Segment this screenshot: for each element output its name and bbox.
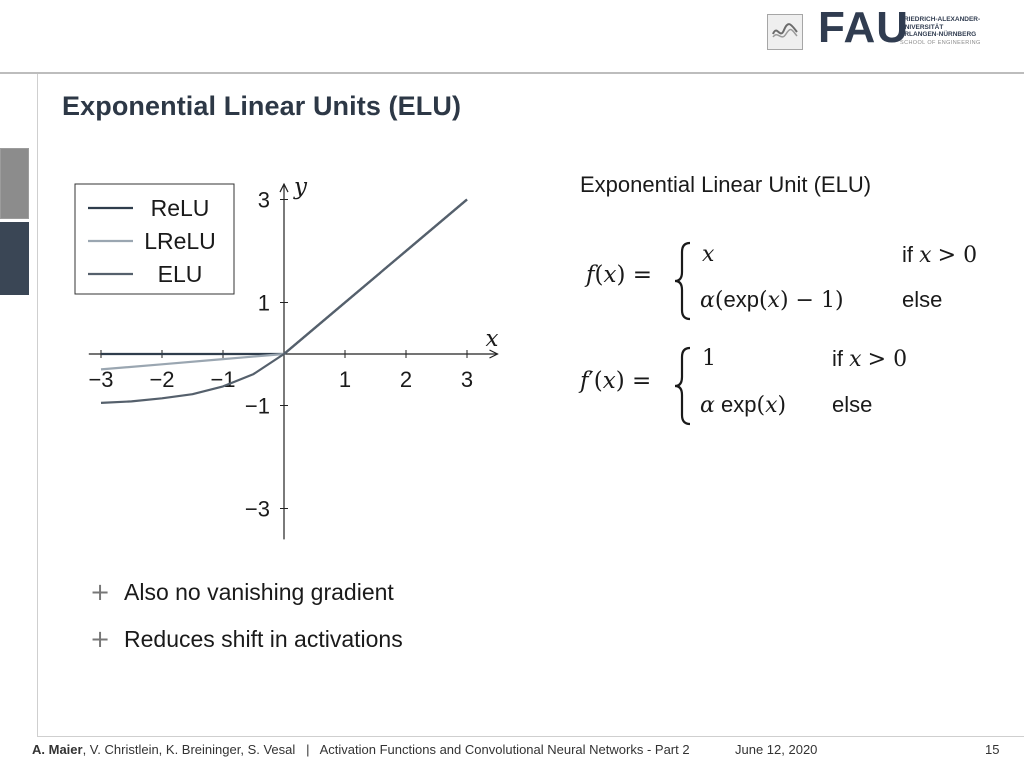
x-tick-label: −2 xyxy=(149,367,174,392)
formula-fprime-exp-arg: x xyxy=(765,393,778,418)
y-tick-label: 1 xyxy=(258,291,270,316)
formula-f-case2-value: α(exp(x) − 1) xyxy=(700,287,844,313)
y-axis-label: y xyxy=(293,174,308,200)
frame-bottom-border xyxy=(37,736,1024,737)
legend-label-elu: ELU xyxy=(158,261,203,287)
formula-f-minus-one: − 1 xyxy=(795,288,835,313)
wave-icon xyxy=(772,23,798,38)
formula-f-arg: x xyxy=(603,262,617,288)
x-tick-label: 2 xyxy=(400,367,412,392)
formula-fprime-case1-cond: if x > 0 xyxy=(832,346,907,372)
x-tick-label: 3 xyxy=(461,367,473,392)
side-tab-lower xyxy=(0,222,29,295)
footer-credits: A. Maier, V. Christlein, K. Breininger, … xyxy=(32,742,690,757)
formula-fprime-case2-value: α exp(x) xyxy=(700,392,787,418)
y-tick-label: −3 xyxy=(245,497,270,522)
footer-separator: | xyxy=(306,742,310,757)
x-tick-label: 1 xyxy=(339,367,351,392)
formula-fprime-arg: x xyxy=(602,368,616,394)
formula-fprime-brace xyxy=(674,346,691,426)
formula-f-brace xyxy=(674,241,691,321)
university-line-3: ERLANGEN-NÜRNBERG xyxy=(900,31,977,38)
side-tab-upper xyxy=(0,148,29,219)
bullet-plus-icon: + xyxy=(90,578,111,606)
slide-title: Exponential Linear Units (ELU) xyxy=(62,91,462,121)
y-tick-label: −1 xyxy=(245,394,270,419)
bullet-item: Also no vanishing gradient xyxy=(124,579,394,605)
university-name: FRIEDRICH-ALEXANDER- UNIVERSITÄT ERLANGE… xyxy=(900,16,980,39)
legend-label-lrelu: LReLU xyxy=(144,228,216,254)
formula-f-exp-arg: x xyxy=(767,288,780,313)
elu-heading: Exponential Linear Unit (ELU) xyxy=(580,172,872,197)
formula-f-if: if xyxy=(902,242,913,267)
bullet-item: Reduces shift in activations xyxy=(124,626,403,652)
formula-fprime-exp: exp xyxy=(720,392,757,417)
formula-f-name: f xyxy=(586,262,595,288)
x-axis-arrow xyxy=(489,349,499,359)
bullet-plus-icon: + xyxy=(90,625,111,653)
series-line-elu xyxy=(100,198,468,404)
institute-logo-icon xyxy=(767,14,803,50)
frame-left-border xyxy=(37,74,38,736)
formula-f-case1-value: x xyxy=(702,242,715,267)
legend-box xyxy=(74,183,235,295)
formula-fprime-cond-var: x xyxy=(849,347,862,372)
x-tick-label: −3 xyxy=(88,367,113,392)
formula-fprime-lhs: f′(x) = xyxy=(580,368,652,394)
footer-page-number: 15 xyxy=(985,742,1000,757)
footer-lecture-title: Activation Functions and Convolutional N… xyxy=(319,742,690,757)
fau-logo: FAU xyxy=(818,3,909,52)
y-tick-label: 3 xyxy=(258,188,270,213)
x-axis-label: x xyxy=(486,326,499,352)
formula-fprime-else: else xyxy=(832,392,873,417)
formula-f-lhs: f(x) = xyxy=(586,262,653,288)
formula-fprime-case1-value: 1 xyxy=(702,346,716,371)
legend-label-relu: ReLU xyxy=(151,195,210,221)
formula-f-cond-var: x xyxy=(919,243,932,268)
footer-lead-author: A. Maier xyxy=(32,742,83,757)
formula-f-alpha: α xyxy=(700,288,715,313)
header-divider xyxy=(0,72,1024,74)
formula-fprime-name: f xyxy=(580,368,589,394)
formula-fprime-prime: ′ xyxy=(588,368,594,394)
formula-f-cond-rel: > 0 xyxy=(937,243,978,268)
formula-f-case1-cond: if x > 0 xyxy=(902,242,977,268)
formula-f-exp: exp xyxy=(723,287,759,312)
school-name: SCHOOL OF ENGINEERING xyxy=(900,40,981,46)
footer-coauthors: , V. Christlein, K. Breininger, S. Vesal xyxy=(82,742,296,757)
footer-date: June 12, 2020 xyxy=(735,742,818,757)
university-line-2: UNIVERSITÄT xyxy=(900,23,944,31)
y-axis-arrow xyxy=(279,182,289,193)
formula-f-else: else xyxy=(902,287,943,312)
university-line-1: FRIEDRICH-ALEXANDER- xyxy=(900,16,981,23)
formula-fprime-cond-rel: > 0 xyxy=(867,347,908,372)
formula-fprime-alpha: α xyxy=(700,393,715,418)
formula-fprime-if: if xyxy=(832,346,843,371)
